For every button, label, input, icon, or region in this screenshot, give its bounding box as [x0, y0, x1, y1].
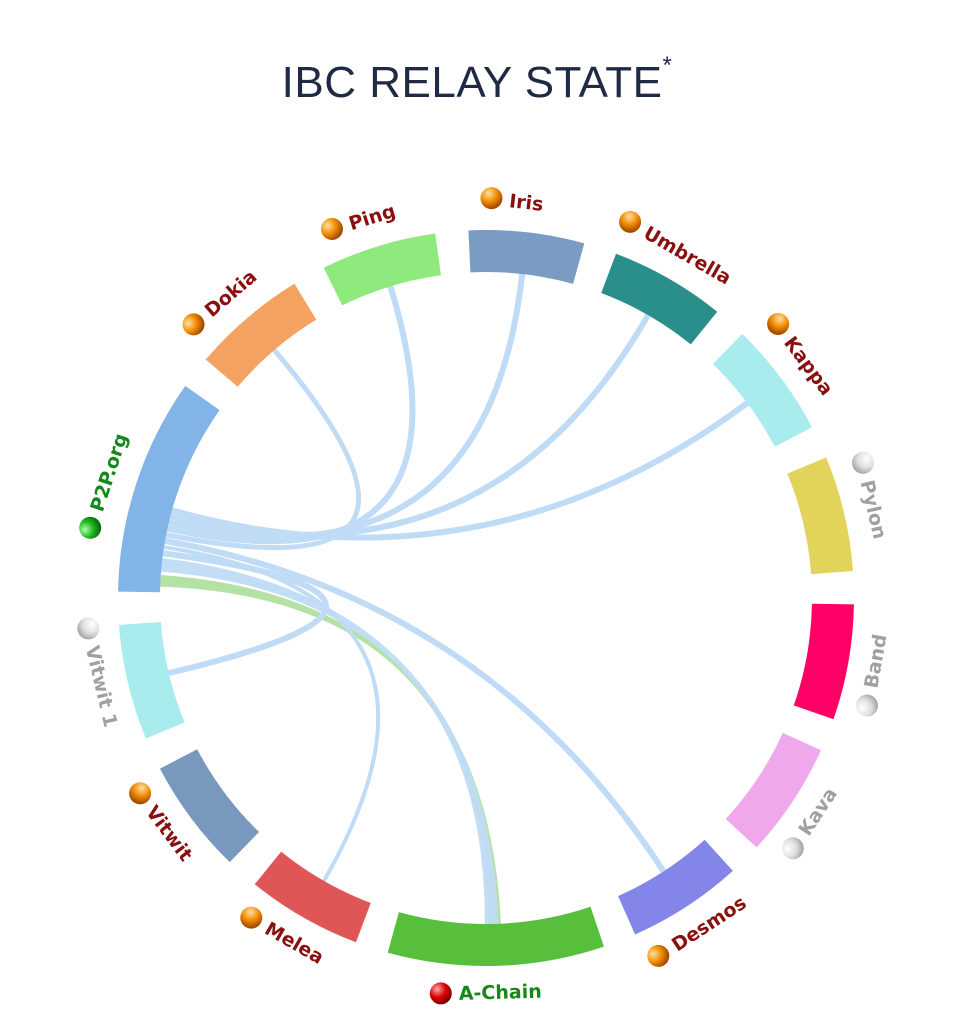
status-dot-kava — [781, 837, 804, 860]
node-name-band: Band — [860, 633, 891, 690]
status-dot-melea — [240, 906, 263, 929]
arc-vitwit-1[interactable] — [118, 621, 185, 739]
node-name-iris: Iris — [508, 190, 544, 216]
link-p2p-org-ping[interactable] — [166, 285, 416, 545]
node-label-ping: Ping — [320, 200, 398, 240]
arc-melea[interactable] — [254, 851, 371, 943]
arc-umbrella[interactable] — [601, 253, 718, 345]
arc-vitwit[interactable] — [159, 749, 260, 863]
status-dot-umbrella — [619, 210, 642, 233]
arc-pylon[interactable] — [787, 457, 854, 575]
node-label-a-chain: A-Chain — [429, 981, 542, 1005]
title-text: IBC RELAY STATE — [281, 58, 663, 107]
node-name-vitwit-1: Vitwit 1 — [81, 644, 122, 730]
arc-p2p-org[interactable] — [118, 385, 220, 593]
link-p2p-org-umbrella[interactable] — [169, 313, 651, 538]
link-p2p-org-desmos[interactable] — [164, 537, 667, 874]
status-dot-iris — [480, 187, 503, 210]
arc-kava[interactable] — [725, 732, 822, 848]
status-dot-dokia — [182, 313, 205, 336]
node-name-melea: Melea — [261, 918, 327, 969]
link-p2p-org-dokia[interactable] — [165, 348, 362, 551]
arc-ping[interactable] — [323, 233, 441, 306]
node-name-dokia: Dokia — [201, 266, 262, 322]
arc-kappa[interactable] — [712, 333, 813, 447]
arc-iris[interactable] — [468, 230, 585, 284]
node-label-band: Band — [856, 633, 892, 717]
status-dot-vitwit — [129, 782, 152, 805]
link-ribbons — [160, 273, 749, 924]
node-label-p2p-org: P2P.org — [79, 431, 132, 539]
page-title: IBC RELAY STATE* — [0, 52, 954, 108]
status-dot-pylon — [851, 451, 874, 474]
status-dot-p2p-org — [79, 516, 102, 539]
node-name-pylon: Pylon — [855, 478, 890, 541]
arc-desmos[interactable] — [618, 839, 733, 935]
arc-a-chain[interactable] — [387, 906, 604, 966]
status-dot-vitwit-1 — [77, 617, 100, 640]
node-name-a-chain: A-Chain — [458, 981, 542, 1005]
node-name-p2p-org: P2P.org — [86, 431, 132, 515]
link-p2p-org-kappa[interactable] — [171, 400, 749, 541]
status-dot-a-chain — [429, 982, 452, 1005]
node-label-pylon: Pylon — [851, 451, 891, 541]
title-footnote-mark: * — [662, 52, 673, 80]
link-p2p-org-melea[interactable] — [163, 545, 381, 882]
status-dot-kappa — [767, 312, 790, 335]
link-p2p-org-iris[interactable] — [168, 273, 526, 540]
node-label-vitwit-1: Vitwit 1 — [77, 617, 122, 730]
status-dot-band — [856, 694, 879, 717]
node-label-iris: Iris — [480, 187, 545, 216]
status-dot-ping — [320, 217, 343, 240]
node-name-ping: Ping — [346, 200, 398, 235]
status-dot-desmos — [647, 944, 670, 967]
node-arcs — [118, 230, 854, 966]
node-name-kava: Kava — [794, 784, 841, 840]
arc-dokia[interactable] — [205, 283, 317, 387]
arc-band[interactable] — [793, 603, 854, 720]
